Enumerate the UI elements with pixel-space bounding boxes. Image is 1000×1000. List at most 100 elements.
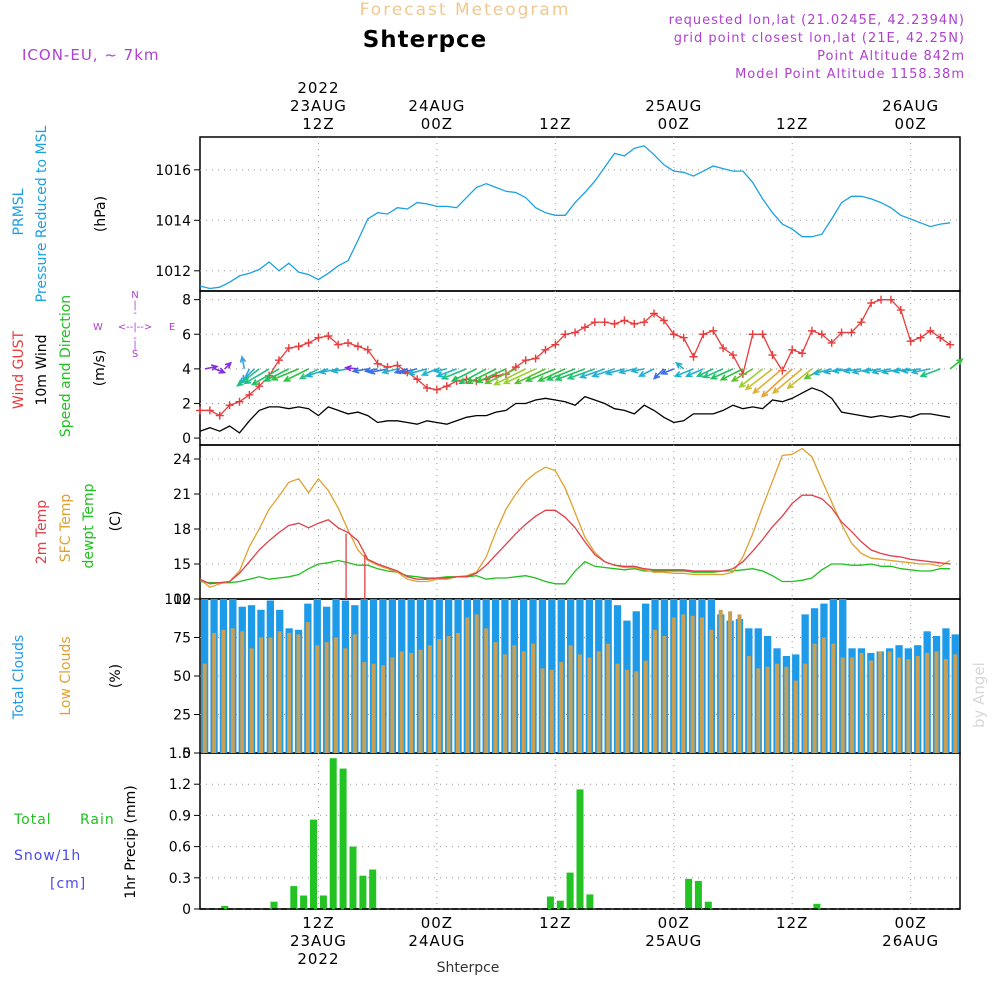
rain-bar xyxy=(359,875,367,909)
low-cloud-bar xyxy=(915,656,920,753)
gust-marker xyxy=(906,337,915,346)
y-tick-label: 1016 xyxy=(155,163,191,179)
compass-rose: N | - W <--|--> E - | S xyxy=(93,290,175,360)
gust-marker xyxy=(413,375,422,384)
y-tick-label: 25 xyxy=(173,708,191,724)
low-cloud-bar xyxy=(399,651,404,753)
bottom-time-label: 12Z xyxy=(539,914,571,932)
wind-arrow xyxy=(282,368,309,382)
y-tick-label: 18 xyxy=(173,522,191,538)
point-altitude: Point Altitude 842m xyxy=(817,49,965,64)
gust-marker xyxy=(699,330,708,339)
low-cloud-bar xyxy=(906,659,911,753)
low-cloud-bar xyxy=(634,671,639,753)
wind-arrow xyxy=(702,368,724,379)
wind-arrow xyxy=(351,367,368,374)
low-cloud-bar xyxy=(812,643,817,753)
y-tick-label: 0.3 xyxy=(169,871,191,887)
wind10-label: 10m Wind xyxy=(34,334,50,405)
low-cloud-bar xyxy=(296,634,301,753)
pressure-line xyxy=(199,145,951,290)
gust-marker xyxy=(768,351,777,360)
gust-marker xyxy=(235,397,244,406)
gust-marker xyxy=(571,328,580,337)
gust-marker xyxy=(630,319,639,328)
wind-arrow xyxy=(695,368,714,377)
low-cloud-bar xyxy=(277,631,282,753)
pct-label: (%) xyxy=(108,664,124,688)
gust-marker xyxy=(314,333,323,342)
svg-text:|: | xyxy=(133,340,136,351)
gust-marker xyxy=(650,309,659,318)
low-cloud-bar xyxy=(334,637,338,753)
y-tick-label: 15 xyxy=(173,557,191,573)
wind-arrow xyxy=(862,367,882,374)
gust-marker xyxy=(748,330,757,339)
wind-arrow xyxy=(545,368,576,381)
gust-marker xyxy=(709,326,718,335)
svg-text:-: - xyxy=(133,333,137,344)
svg-text:N: N xyxy=(131,290,138,301)
wind-arrow xyxy=(407,368,428,376)
low-clouds-label: Low Clouds xyxy=(58,636,74,715)
gust-marker xyxy=(432,385,441,394)
svg-text:S: S xyxy=(132,349,138,360)
wind-arrow xyxy=(730,368,754,382)
wind-arrow xyxy=(367,368,388,375)
low-cloud-bar xyxy=(230,628,235,753)
low-cloud-bar xyxy=(465,617,470,753)
low-cloud-bar xyxy=(212,632,217,753)
top-time-label: 00Z xyxy=(421,115,453,133)
gust-marker xyxy=(294,342,303,351)
svg-text:E: E xyxy=(169,322,175,333)
low-cloud-bar xyxy=(775,663,779,753)
gust-marker xyxy=(511,363,520,372)
gust-marker xyxy=(669,330,678,339)
gust-marker xyxy=(334,340,343,349)
gust-marker xyxy=(867,299,876,308)
gust-marker xyxy=(640,318,649,327)
svg-text:|: | xyxy=(133,300,136,311)
low-cloud-bar xyxy=(540,668,545,753)
top-time-label: 00Z xyxy=(658,115,690,133)
gust-marker xyxy=(936,333,945,342)
y-tick-label: 8 xyxy=(182,293,191,309)
bottom-time-label: 00Z xyxy=(421,914,453,932)
low-cloud-bar xyxy=(878,651,883,753)
dewpt-label: dewpt Temp xyxy=(81,483,97,568)
gust-marker xyxy=(788,345,797,354)
gust-marker xyxy=(886,295,895,304)
low-cloud-bar xyxy=(268,637,273,753)
svg-text:W: W xyxy=(93,322,103,333)
low-cloud-bar xyxy=(897,657,901,753)
rain-bar xyxy=(319,895,327,909)
y-tick-label: 0 xyxy=(182,431,191,447)
rain-bar xyxy=(694,880,702,909)
gust-marker xyxy=(679,333,688,342)
gust-marker xyxy=(807,326,816,335)
gust-marker xyxy=(383,363,392,372)
wind-arrow xyxy=(239,355,247,370)
wind-arrow xyxy=(949,358,964,370)
y-tick-label: 1014 xyxy=(155,213,191,229)
top-time-label: 24AUG xyxy=(408,97,465,115)
low-cloud-bar xyxy=(728,611,733,753)
y-tick-label: 100 xyxy=(164,592,191,608)
wind-arrow xyxy=(224,361,233,370)
gust-marker xyxy=(620,316,629,325)
low-cloud-bar xyxy=(484,628,489,753)
top-time-label: 12Z xyxy=(302,115,334,133)
grid-point-coords: grid point closest lon,lat (21E, 42.25N) xyxy=(674,31,965,46)
low-cloud-bar xyxy=(390,657,395,753)
gust-marker xyxy=(926,326,935,335)
y-tick-label: 0.9 xyxy=(169,808,191,824)
watermark: by Angel xyxy=(970,662,988,728)
rain-label: Rain xyxy=(80,812,115,828)
bottom-time-label: 12Z xyxy=(776,914,808,932)
low-cloud-bar xyxy=(578,654,582,753)
low-cloud-bar xyxy=(493,642,498,753)
gust-marker xyxy=(847,328,856,337)
low-cloud-bar xyxy=(521,651,526,753)
y-tick-label: 21 xyxy=(173,487,191,503)
top-time-label: 25AUG xyxy=(645,97,702,115)
